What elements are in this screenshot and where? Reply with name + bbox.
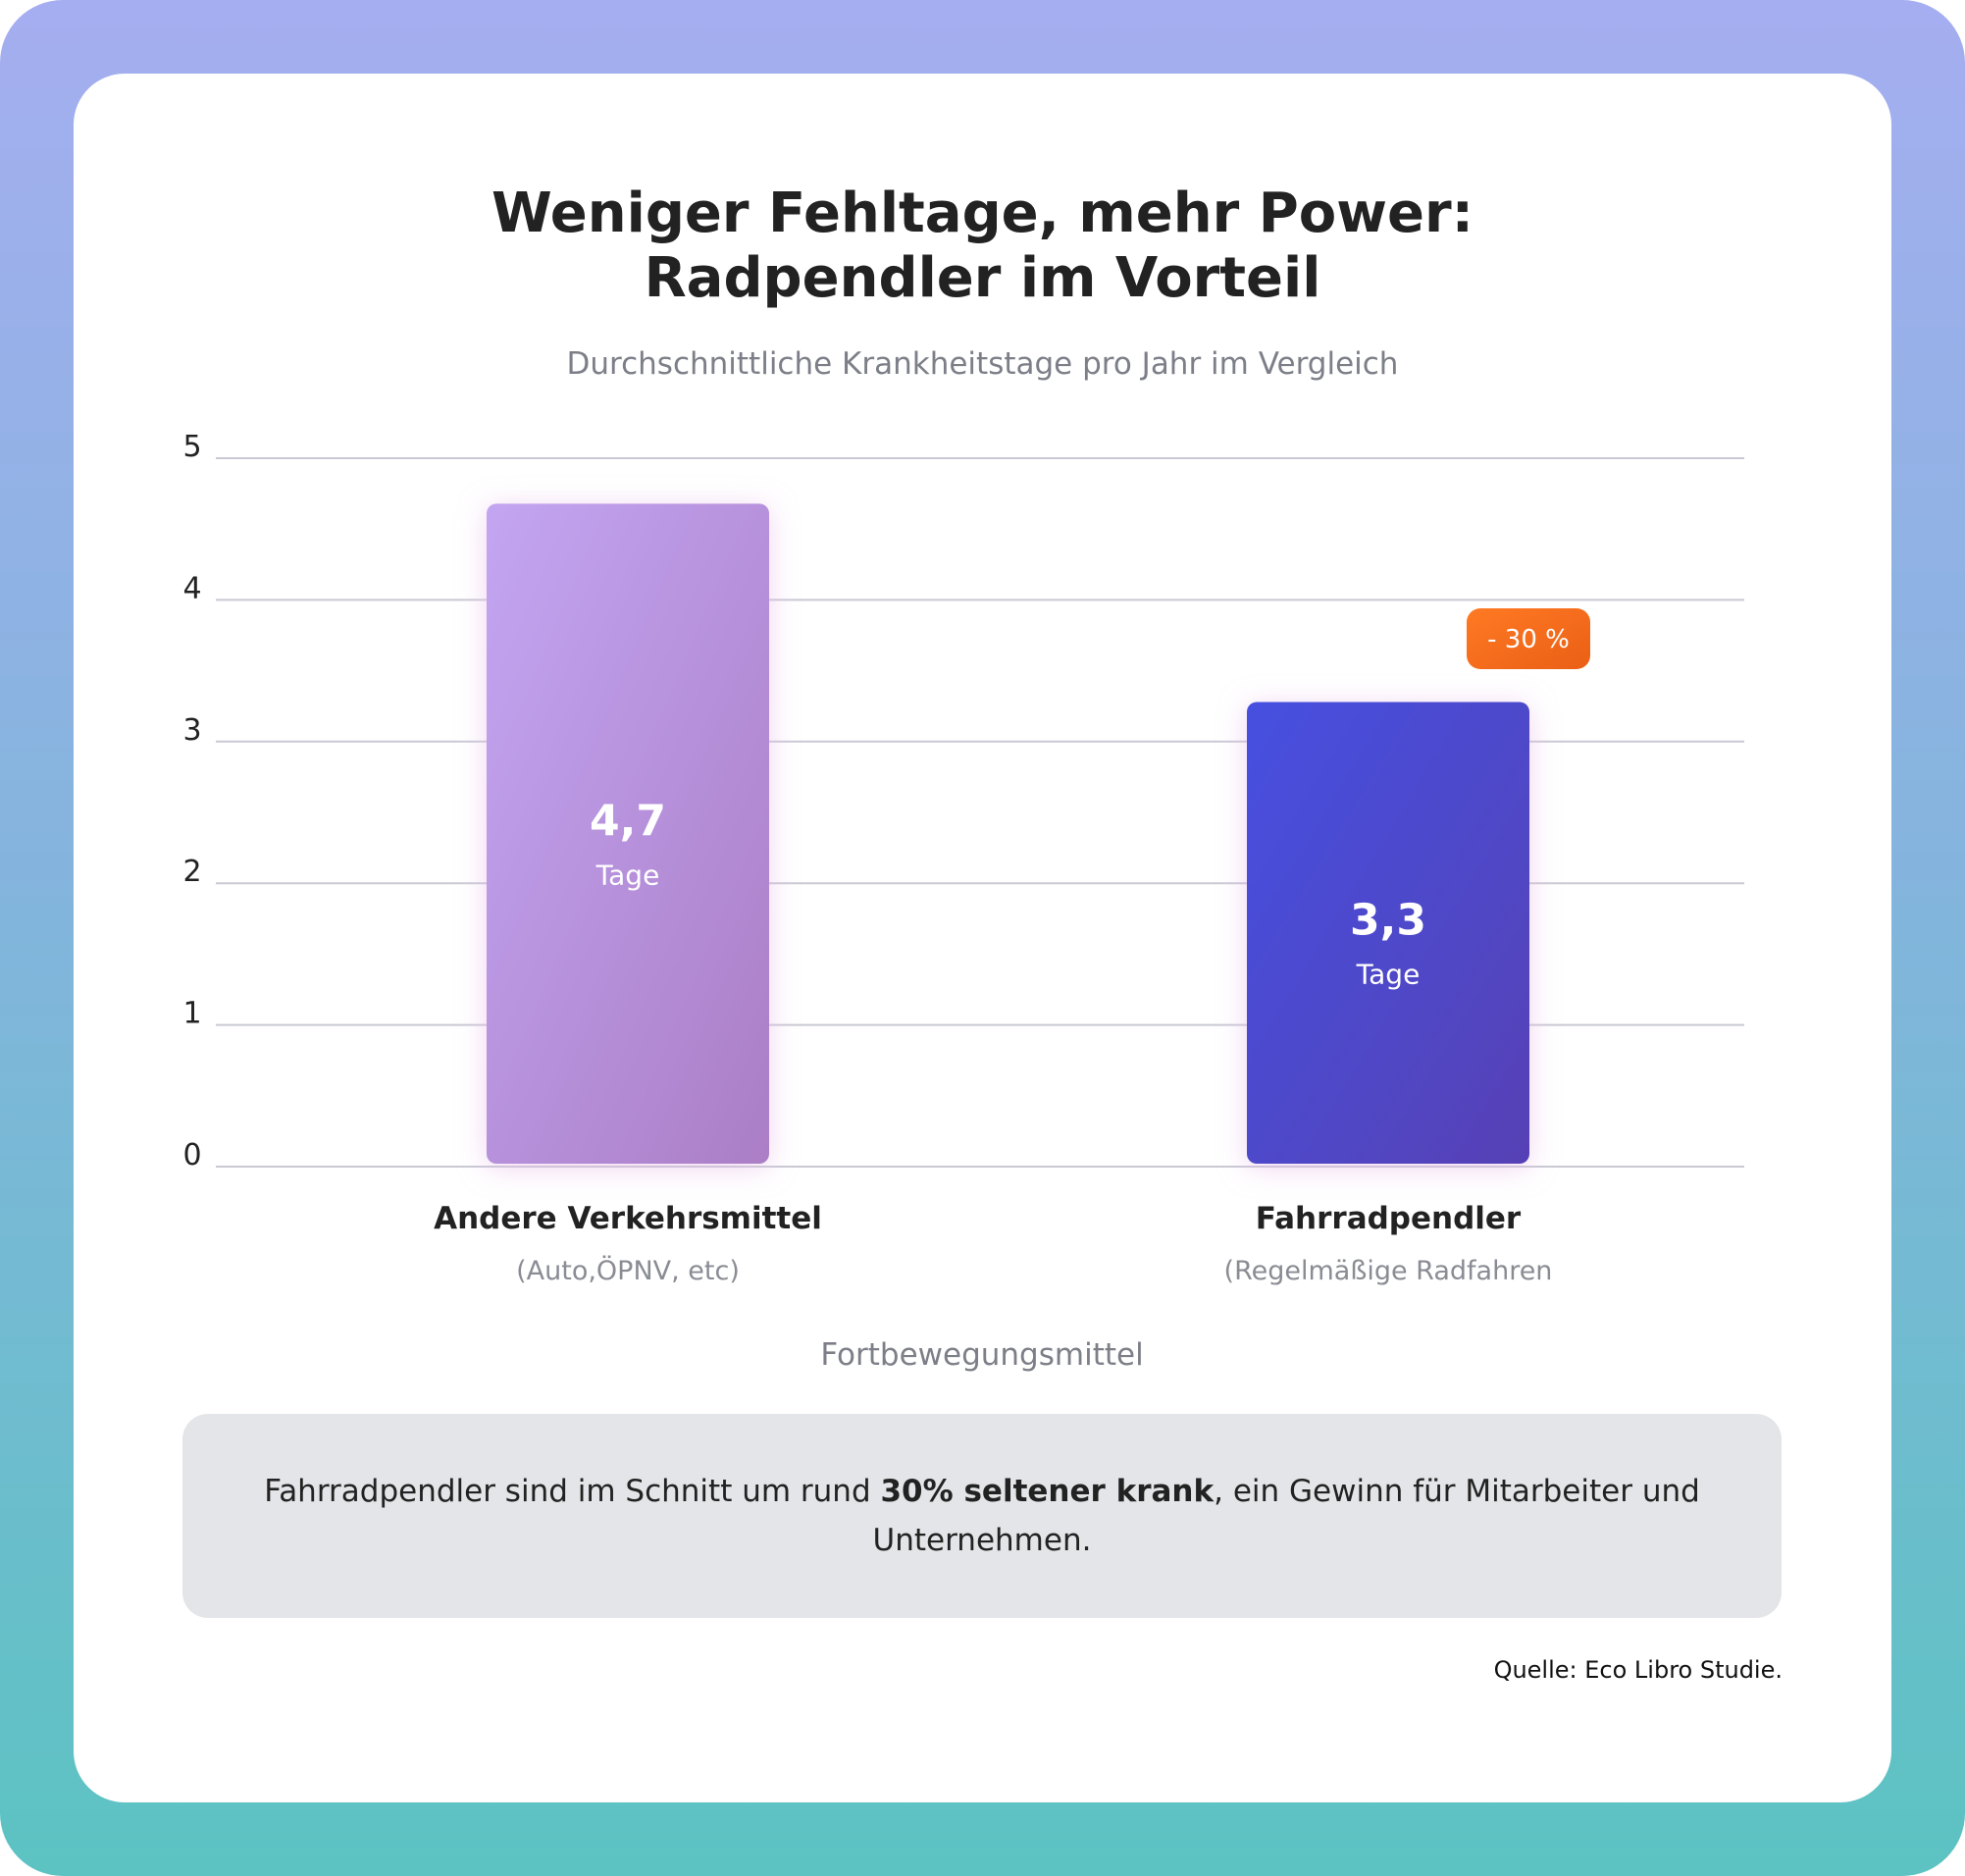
source-citation: Quelle: Eco Libro Studie.: [1493, 1656, 1783, 1684]
bar-unit-label: Tage: [1356, 959, 1421, 991]
bar-value-label: 4,7: [590, 797, 666, 847]
reduction-badge: [1467, 608, 1590, 669]
y-tick-label: 4: [182, 571, 201, 605]
chart-card: Weniger Fehltage, mehr Power: Radpendler…: [74, 74, 1891, 1802]
y-tick-label: 1: [182, 997, 201, 1031]
chart-subtitle: Durchschnittliche Krankheitstage pro Jah…: [566, 346, 1399, 382]
summary-text-end: , ein Gewinn für Mitarbeiter und Unterne…: [872, 1474, 1700, 1558]
category-sublabel: (Auto,ÖPNV, etc): [516, 1255, 740, 1286]
bar-chart: 0 1 2 3 4 5 4,7 Tage Andere Verkehrsmittel (Auto…: [182, 430, 1744, 1373]
reduction-badge-label: - 30 %: [1487, 625, 1570, 654]
summary-text-start: Fahrradpendler sind im Schnitt um rund: [264, 1474, 881, 1509]
summary-note: Fahrradpendler sind im Schnitt um rund 3…: [182, 1414, 1782, 1618]
category-label: Andere Verkehrsmittel: [434, 1201, 822, 1236]
bar-unit-label: Tage: [595, 860, 660, 892]
category-sublabel: (Regelmäßige Radfahren: [1224, 1256, 1553, 1286]
summary-text-highlight: 30% seltener krank: [880, 1474, 1215, 1509]
y-tick-label: 0: [182, 1138, 201, 1172]
bar-2: [1247, 702, 1529, 1164]
y-tick-label: 3: [182, 713, 201, 748]
y-tick-label: 5: [182, 430, 201, 464]
chart-title: Weniger Fehltage, mehr Power: Radpendler…: [491, 182, 1474, 310]
bar-1: [487, 503, 769, 1164]
summary-text: Fahrradpendler sind im Schnitt um rund 3…: [222, 1467, 1742, 1565]
x-axis-label: Fortbewegungsmittel: [820, 1337, 1143, 1373]
category-label: Fahrradpendler: [1256, 1201, 1522, 1236]
y-tick-label: 2: [182, 855, 201, 889]
bar-value-label: 3,3: [1350, 896, 1426, 946]
